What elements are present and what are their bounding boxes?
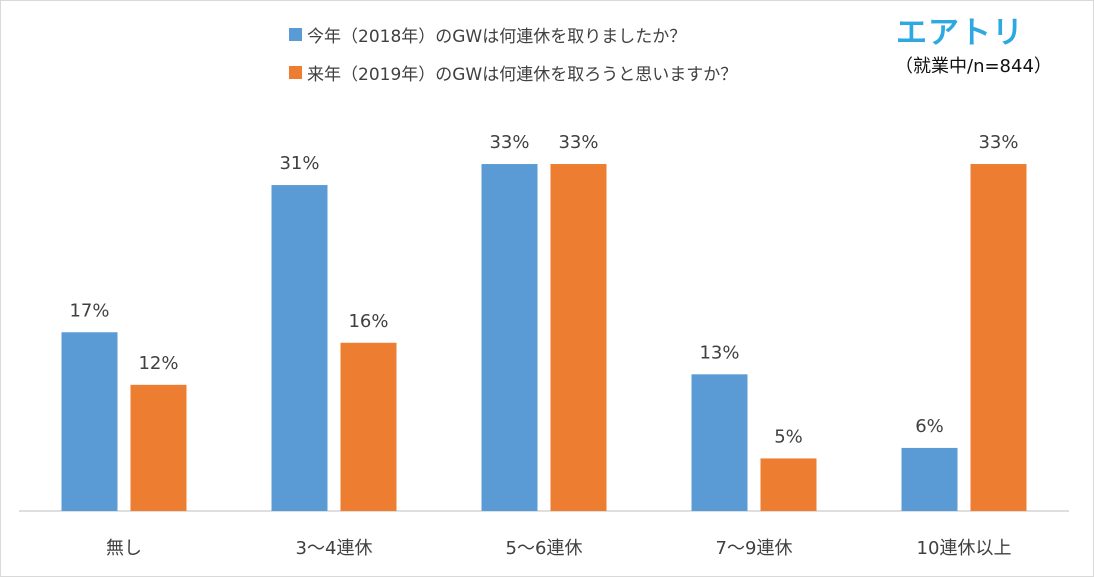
x-tick-label-2: 5～6連休: [506, 538, 583, 559]
data-label-2019-1: 16%: [348, 311, 388, 332]
bar-2019-4: [970, 164, 1027, 511]
bar-2019-0: [130, 384, 187, 511]
data-label-2018-0: 17%: [69, 300, 109, 321]
data-label-2018-1: 31%: [279, 153, 319, 174]
x-tick-label-4: 10連休以上: [917, 538, 1012, 559]
data-label-2019-2: 33%: [558, 132, 598, 153]
brand-logo: エアトリ: [896, 15, 1024, 51]
bar-2018-3: [691, 374, 748, 511]
legend-swatch-2019: [289, 65, 302, 79]
legend-item-2019: 来年（2019年）のGWは何連休を取ろうと思いますか？: [289, 53, 849, 91]
legend-label-2018: 今年（2018年）のGWは何連休を取りましたか？: [307, 26, 687, 47]
bar-2018-2: [481, 164, 538, 511]
x-tick-label-0: 無し: [106, 538, 142, 559]
x-tick-label-1: 3～4連休: [296, 538, 373, 559]
bar-2019-2: [550, 164, 607, 511]
bar-2019-1: [340, 342, 397, 511]
data-label-2019-0: 12%: [138, 353, 178, 374]
data-label-2018-2: 33%: [489, 132, 529, 153]
x-tick-label-3: 7～9連休: [716, 538, 793, 559]
legend-swatch-2018: [289, 27, 302, 41]
data-label-2019-3: 5%: [774, 426, 803, 447]
bar-2019-3: [760, 458, 817, 511]
data-label-2019-4: 33%: [978, 132, 1018, 153]
legend: 今年（2018年）のGWは何連休を取りましたか？ 来年（2019年）のGWは何連…: [289, 15, 849, 91]
legend-label-2019: 来年（2019年）のGWは何連休を取ろうと思いますか？: [307, 64, 738, 85]
data-label-2018-3: 13%: [699, 342, 739, 363]
brand-block: エアトリ （就業中/n=844）: [895, 13, 1052, 81]
sample-size-note: （就業中/n=844）: [895, 56, 1052, 77]
legend-item-2018: 今年（2018年）のGWは何連休を取りましたか？: [289, 15, 849, 53]
data-label-2018-4: 6%: [915, 416, 944, 437]
bar-2018-0: [61, 332, 118, 511]
bar-2018-1: [271, 185, 328, 512]
bar-2018-4: [901, 447, 958, 511]
